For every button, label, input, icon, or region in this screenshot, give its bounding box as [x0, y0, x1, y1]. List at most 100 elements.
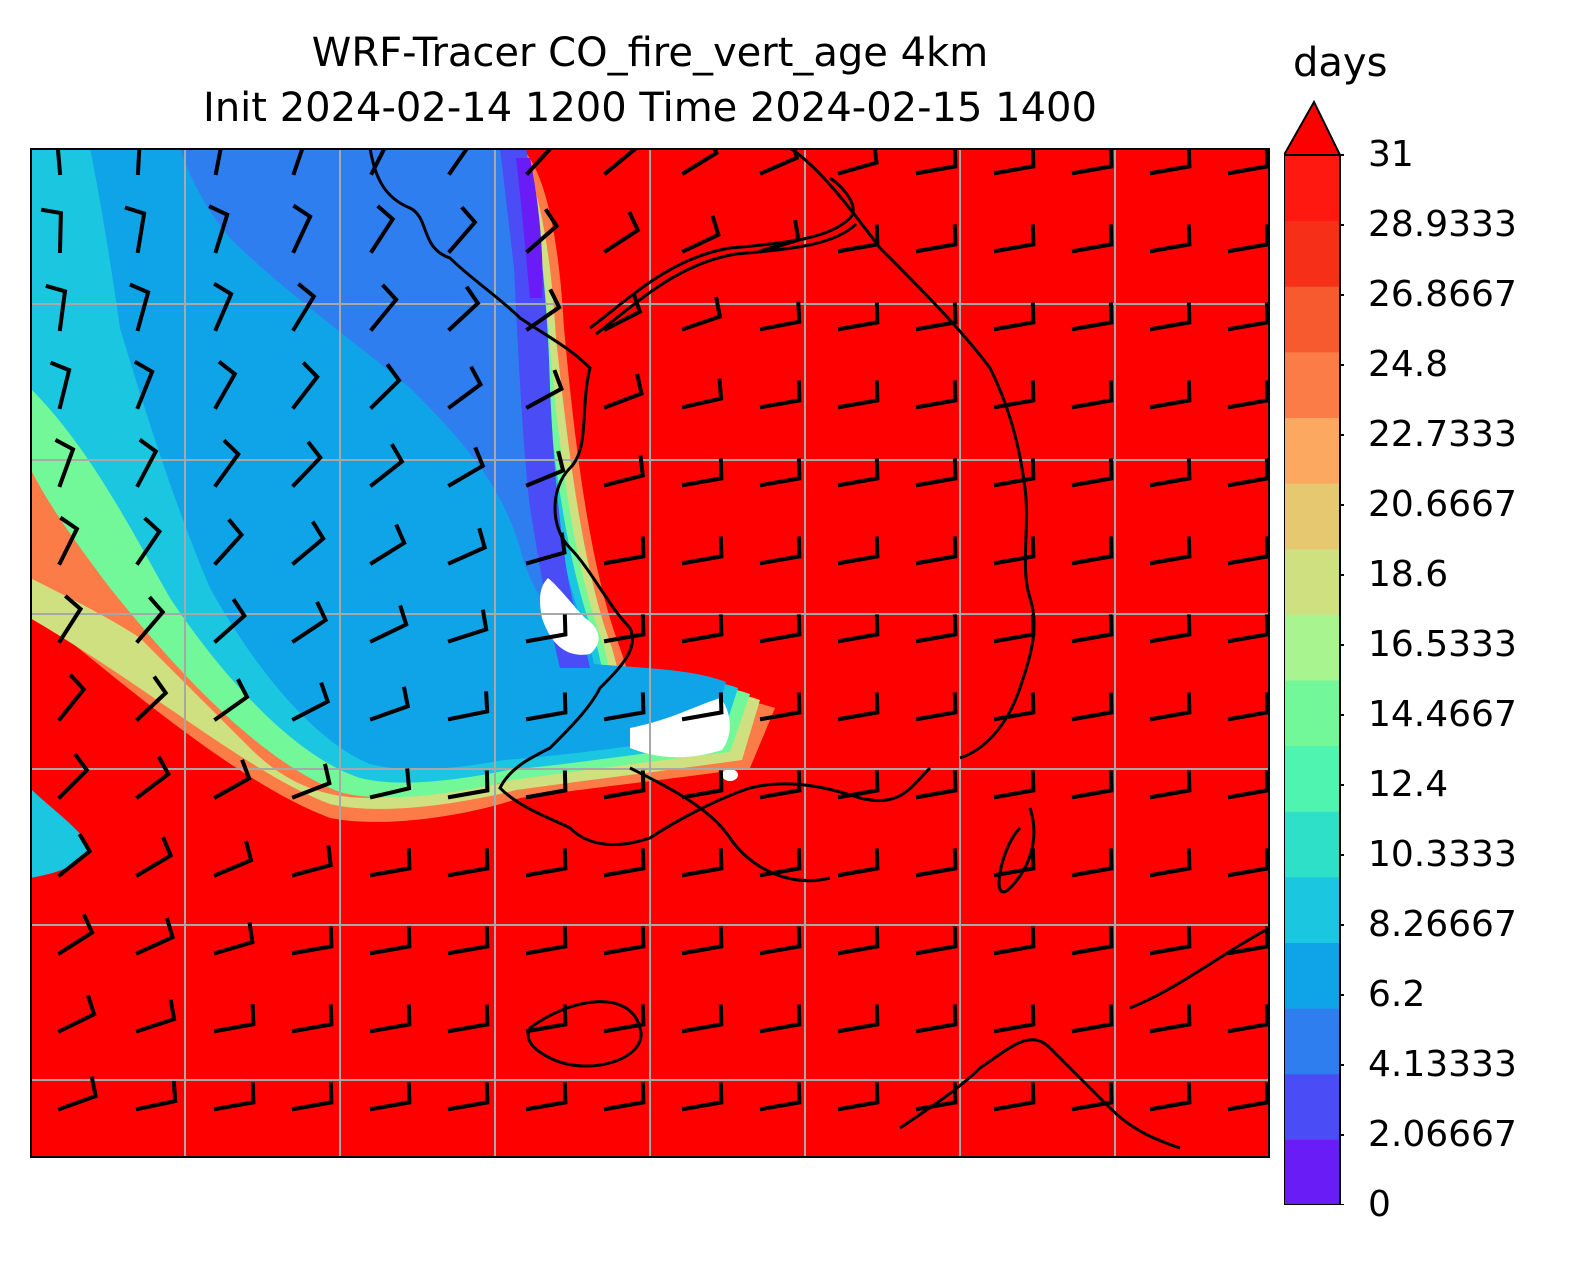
wind-barb	[837, 224, 880, 254]
wind-barb	[124, 205, 147, 254]
wind-barb	[837, 614, 880, 644]
wind-barb	[993, 770, 1036, 800]
wind-barb	[525, 848, 568, 878]
wind-barb	[681, 1082, 724, 1112]
wind-barb	[369, 1082, 412, 1112]
wind-barb	[759, 770, 802, 800]
field-patch-southwest	[30, 788, 90, 878]
wind-barb	[291, 601, 329, 644]
wind-barb	[525, 288, 562, 332]
borders	[589, 148, 1036, 760]
wind-barb	[291, 148, 305, 176]
wind-barb	[57, 594, 84, 644]
colorbar-segment	[1284, 1073, 1340, 1140]
wind-barb	[525, 369, 564, 410]
wind-barb	[213, 438, 241, 488]
wind-barb	[525, 208, 560, 254]
wind-barb	[525, 770, 568, 800]
wind-barb	[681, 458, 724, 488]
wind-barb	[525, 148, 554, 176]
colorbar-segment	[1284, 1139, 1340, 1206]
wind-barb	[1071, 614, 1114, 644]
field-null-patch-3	[722, 769, 738, 781]
wind-barb	[1149, 692, 1192, 722]
colorbar-segment	[1284, 155, 1340, 222]
wind-barb	[208, 204, 230, 254]
wind-barb	[837, 1004, 880, 1034]
field-null-patch-2	[630, 698, 730, 758]
wind-barb	[759, 1082, 802, 1112]
wind-barb	[369, 926, 412, 956]
wind-barb	[1149, 1004, 1192, 1034]
wind-barb	[1071, 692, 1114, 722]
wind-barb	[447, 770, 490, 800]
colorbar-tick-label: 26.8667	[1368, 273, 1517, 315]
wind-barb	[135, 516, 163, 566]
wind-barb	[1149, 926, 1192, 956]
wind-barb	[525, 926, 568, 956]
wind-barb	[759, 536, 802, 566]
wind-barb	[1071, 536, 1114, 566]
wind-barb	[1149, 148, 1192, 176]
wind-barb	[915, 614, 958, 644]
colorbar-tick-label: 20.6667	[1368, 483, 1517, 525]
wind-barb	[603, 292, 643, 332]
wind-barb	[291, 1004, 334, 1034]
wind-barb	[291, 681, 331, 722]
wind-barb	[369, 604, 409, 644]
colorbar-tick-label: 16.5333	[1368, 624, 1517, 665]
wind-barb	[1227, 926, 1270, 956]
wind-barb	[1149, 1082, 1192, 1112]
wind-barb	[1227, 848, 1270, 878]
wind-barb	[1149, 302, 1192, 332]
wind-barb	[447, 848, 490, 878]
wind-barb	[915, 1082, 958, 1112]
wind-barb	[447, 609, 489, 644]
chart-title-line2: Init 2024-02-14 1200 Time 2024-02-15 140…	[203, 85, 1097, 131]
colorbar-tick-label: 2.06667	[1368, 1113, 1517, 1155]
wind-barb	[369, 443, 405, 488]
colorbar-segment	[1284, 220, 1340, 287]
colorbar-tick-label: 8.26667	[1368, 903, 1517, 945]
colorbar-segment	[1284, 483, 1340, 550]
wind-barb	[213, 281, 234, 332]
wind-barb	[291, 440, 323, 488]
wind-barb	[213, 1082, 256, 1112]
wind-barb	[369, 1004, 412, 1034]
colorbar-segment	[1284, 1008, 1340, 1075]
wind-barb	[603, 848, 646, 878]
wind-barb	[915, 770, 958, 800]
wind-barb	[993, 692, 1036, 722]
wind-barb	[1227, 536, 1270, 566]
wind-barb	[1071, 458, 1114, 488]
wind-barb	[45, 283, 68, 332]
wind-barb	[55, 148, 63, 176]
wind-barb	[837, 148, 879, 176]
colorbar-tick-label: 14.4667	[1368, 693, 1517, 735]
wind-barb	[915, 926, 958, 956]
wind-barb	[447, 446, 486, 488]
wind-barb	[135, 148, 142, 176]
wind-barb	[213, 518, 245, 566]
wind-barb	[369, 283, 399, 332]
wind-barb	[993, 148, 1036, 176]
wind-barb	[681, 926, 724, 956]
wind-barb	[837, 692, 880, 722]
wind-barb	[993, 224, 1036, 254]
wind-barb	[759, 848, 802, 878]
wind-barb	[915, 302, 958, 332]
wind-barb	[681, 215, 721, 254]
wind-barb	[837, 302, 880, 332]
wind-barb	[759, 219, 801, 254]
wind-barb	[447, 285, 481, 332]
colorbar-tick-label: 24.8	[1368, 344, 1449, 385]
wind-barb	[133, 359, 155, 410]
wind-barb	[54, 438, 76, 488]
field-band-violet	[516, 158, 543, 298]
colorbar-tick-label: 6.2	[1368, 974, 1426, 1015]
colorbar-extend-arrow	[1282, 99, 1342, 156]
wind-barb	[1149, 614, 1192, 644]
wind-barb	[213, 598, 248, 644]
wind-barb	[993, 614, 1036, 644]
wind-barb	[993, 1004, 1036, 1034]
